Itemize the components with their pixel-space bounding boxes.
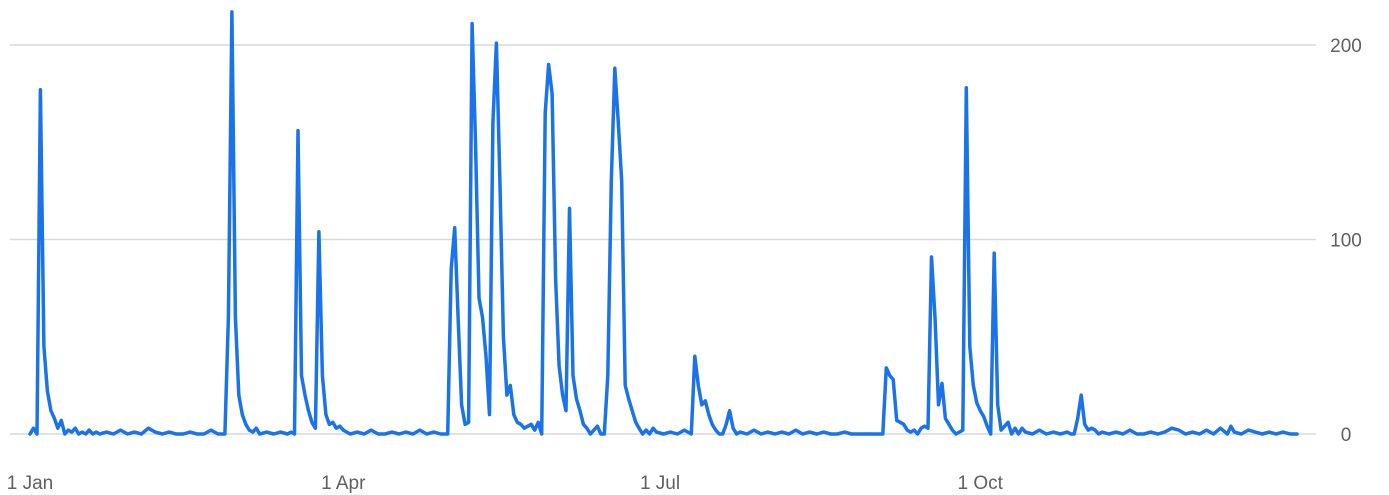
x-tick-label: 1 Apr	[321, 473, 366, 494]
series-line-0	[28, 10, 1299, 436]
x-axis-ticks: 1 Jan 1 Apr 1 Jul 1 Oct	[7, 473, 1004, 494]
gridlines	[10, 44, 1316, 435]
x-tick-label: 1 Jul	[640, 473, 680, 494]
y-tick-label: 0	[1341, 425, 1352, 446]
x-tick-label: 1 Jan	[7, 473, 53, 494]
y-tick-label: 200	[1330, 36, 1362, 57]
y-tick-label: 100	[1330, 231, 1362, 252]
x-tick-label: 1 Oct	[958, 473, 1004, 494]
y-axis-ticks: 0 100 200	[1330, 36, 1362, 446]
series-layer	[28, 10, 1299, 436]
